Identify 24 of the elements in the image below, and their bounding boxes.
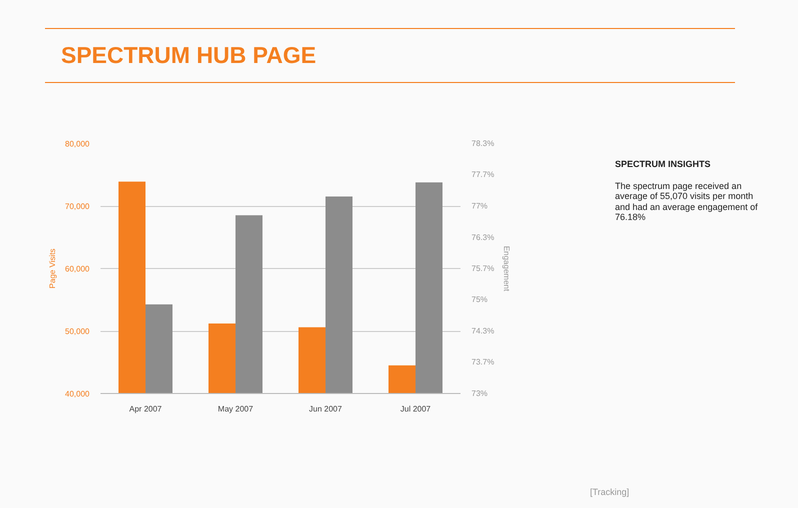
y2-tick-label: 76.3% xyxy=(472,232,494,242)
y2-tick-label: 74.3% xyxy=(472,326,494,336)
y2-tick-label: 73% xyxy=(472,389,488,398)
y2-tick-label: 73.7% xyxy=(472,358,494,367)
y-tick-label: 40,000 xyxy=(65,390,90,398)
chart-title: SPECTRUM HUB PAGE xyxy=(45,28,735,83)
y2-tick-label: 77.7% xyxy=(472,170,494,179)
text: SPECTRUM INSIGHTS xyxy=(615,158,712,171)
y2-axis-title: Engagement xyxy=(502,246,512,292)
text: The spectrum page received an average of 55,070 visits per month and had an average engagement of 76.18% xyxy=(615,180,759,222)
y2-tick-label: 77% xyxy=(472,201,488,210)
y2-tick-label: 78.3% xyxy=(472,139,494,148)
y-tick-label: 80,000 xyxy=(65,140,90,148)
y2-tick-label: 75% xyxy=(472,295,488,304)
y-tick-label: 50,000 xyxy=(65,327,90,336)
y-axis-title: Page Visits xyxy=(48,248,58,288)
y-tick-label: 70,000 xyxy=(65,202,90,211)
y-tick-label: 60,000 xyxy=(65,264,90,274)
x-tick-label: Jun 2007 xyxy=(309,404,343,414)
text: [Tracking] xyxy=(590,486,630,499)
y2-tick-label: 75.7% xyxy=(472,264,494,273)
x-tick-label: May 2007 xyxy=(218,404,254,414)
x-tick-label: Apr 2007 xyxy=(129,404,162,414)
x-tick-label: Jul 2007 xyxy=(400,404,432,414)
